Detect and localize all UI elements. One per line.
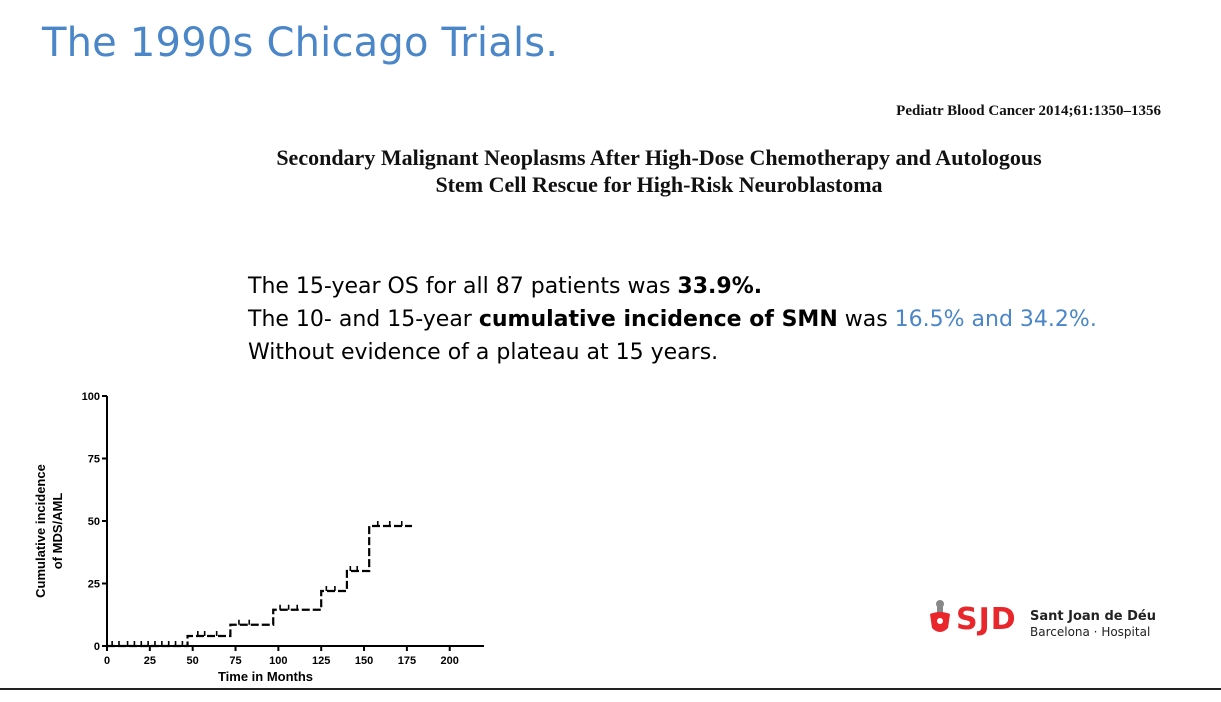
x-tick-label: 125 bbox=[312, 655, 330, 667]
x-tick-label: 200 bbox=[441, 655, 459, 667]
x-tick-label: 175 bbox=[398, 655, 416, 667]
y-tick-label: 25 bbox=[88, 579, 100, 591]
y-axis-label-line-1: Cumulative incidence bbox=[33, 464, 48, 598]
footer-divider bbox=[0, 688, 1221, 690]
x-tick-label: 100 bbox=[269, 655, 287, 667]
x-axis-label: Time in Months bbox=[218, 669, 313, 684]
logo-letters: SJD bbox=[956, 602, 1017, 637]
incidence-step-line bbox=[107, 524, 413, 648]
slide-title: The 1990s Chicago Trials. bbox=[42, 20, 559, 66]
y-axis-label-line-2: of MDS/AML bbox=[50, 493, 65, 570]
logo-name: Sant Joan de Déu bbox=[1030, 609, 1156, 624]
y-tick-label: 75 bbox=[88, 454, 100, 466]
y-tick-label: 50 bbox=[88, 516, 100, 528]
cumulative-incidence-chart: 0 25 50 75 100 0 25 50 75 100 125 150 175 200 Time in … bbox=[33, 391, 484, 684]
x-tick-label: 75 bbox=[229, 655, 241, 667]
article-title-line-1: Secondary Malignant Neoplasms After High… bbox=[276, 145, 1042, 170]
smn-values: 16.5% and 34.2%. bbox=[894, 307, 1097, 332]
journal-reference: Pediatr Blood Cancer 2014;61:1350–1356 bbox=[896, 103, 1161, 119]
smn-line: The 10- and 15-year cumulative incidence… bbox=[248, 303, 1097, 336]
os-line: The 15-year OS for all 87 patients was 3… bbox=[248, 270, 1097, 303]
sjd-logo: SJD Sant Joan de Déu Barcelona · Hospita… bbox=[928, 598, 1156, 644]
os-value: 33.9%. bbox=[677, 274, 763, 299]
smn-line-mid: was bbox=[837, 307, 895, 332]
y-tick-label: 100 bbox=[82, 391, 100, 403]
hospital-emblem-icon bbox=[930, 600, 950, 632]
x-tick-label: 50 bbox=[187, 655, 199, 667]
y-tick-label: 0 bbox=[94, 641, 100, 653]
os-line-text: The 15-year OS for all 87 patients was bbox=[248, 274, 678, 299]
x-tick-label: 0 bbox=[104, 655, 110, 667]
article-title-line-2: Stem Cell Rescue for High-Risk Neuroblas… bbox=[435, 172, 883, 197]
smn-line-prefix: The 10- and 15-year bbox=[248, 307, 479, 332]
smn-line-bold: cumulative incidence of SMN bbox=[478, 307, 838, 332]
findings-text: The 15-year OS for all 87 patients was 3… bbox=[248, 270, 1097, 369]
logo-subtitle: Barcelona · Hospital bbox=[1030, 625, 1151, 639]
x-tick-label: 25 bbox=[144, 655, 156, 667]
article-title: Secondary Malignant Neoplasms After High… bbox=[140, 144, 1178, 198]
x-tick-label: 150 bbox=[355, 655, 373, 667]
plateau-line: Without evidence of a plateau at 15 year… bbox=[248, 340, 719, 365]
